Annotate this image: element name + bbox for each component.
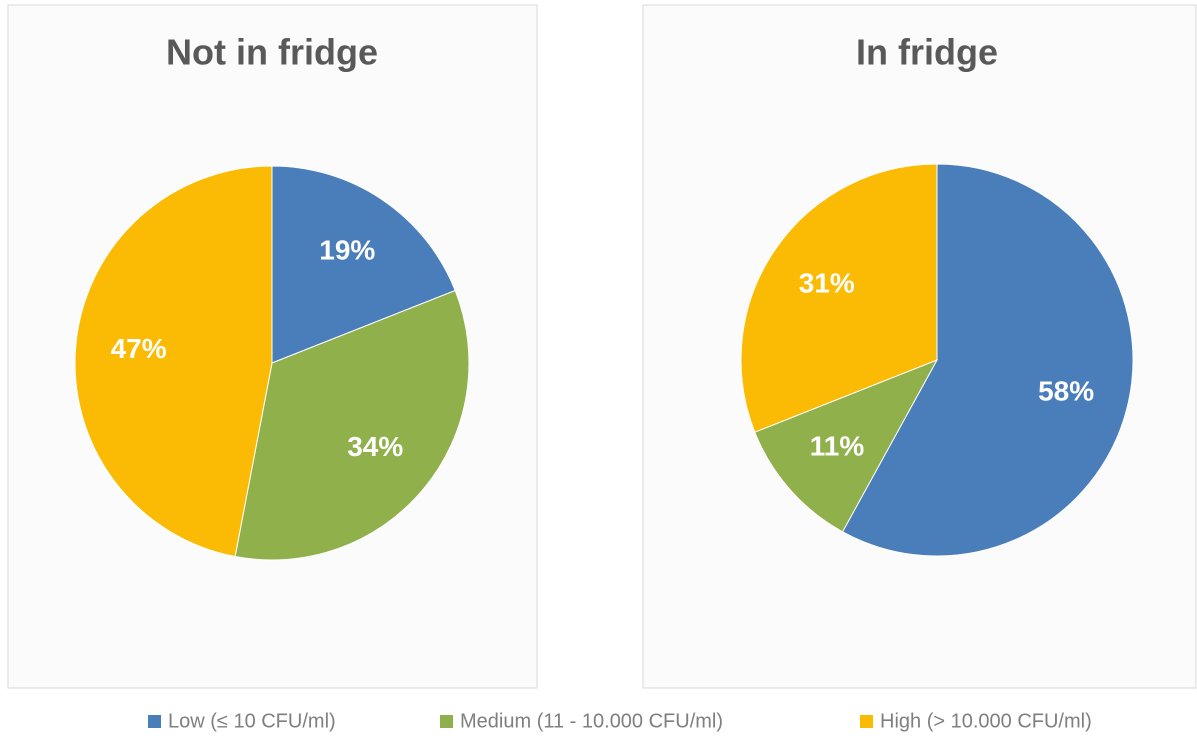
pie-slice xyxy=(74,165,273,558)
legend-swatch xyxy=(148,715,161,728)
chart-title: In fridge xyxy=(856,32,998,73)
pie-slice xyxy=(234,289,470,561)
pie-slice xyxy=(740,163,938,433)
pie-slice xyxy=(271,165,456,364)
data-label: 47% xyxy=(111,333,167,364)
legend-label: Low (≤ 10 CFU/ml) xyxy=(168,710,336,732)
data-label: 11% xyxy=(810,431,865,462)
legend-swatch xyxy=(860,715,873,728)
legend-label: Medium (11 - 10.000 CFU/ml) xyxy=(460,710,723,732)
chart-title: Not in fridge xyxy=(166,32,378,73)
pie-slice xyxy=(754,359,939,533)
legend-swatch xyxy=(440,715,453,728)
data-label: 19% xyxy=(319,235,375,266)
legend-label: High (> 10.000 CFU/ml) xyxy=(880,710,1092,732)
data-label: 34% xyxy=(347,431,403,462)
data-label: 58% xyxy=(1038,376,1094,407)
data-label: 31% xyxy=(799,267,855,298)
pie-slice xyxy=(841,163,1134,557)
